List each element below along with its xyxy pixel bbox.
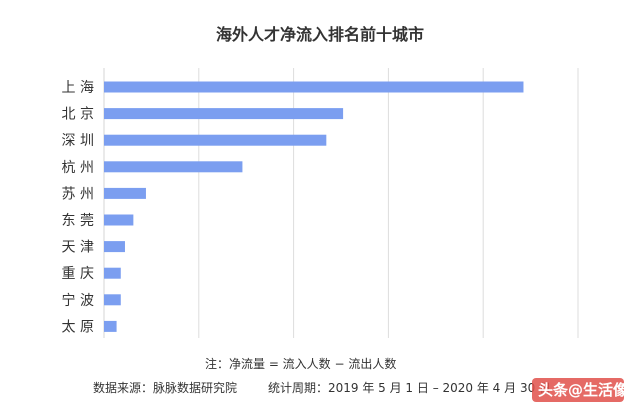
bar-6	[104, 241, 125, 253]
category-label-5: 东 莞	[62, 213, 94, 229]
category-label-8: 宁 波	[62, 292, 94, 309]
bars	[104, 81, 524, 332]
bar-5	[104, 214, 134, 226]
category-label-1: 北 京	[62, 107, 94, 123]
statistics-period: 统计周期：2019 年 5 月 1 日 – 2020 年 4 月 30 日	[268, 381, 551, 395]
category-label-2: 深 圳	[62, 133, 94, 149]
category-label-9: 太 原	[62, 319, 94, 335]
watermark-badge-icon	[532, 378, 624, 402]
category-label-6: 天 津	[62, 240, 94, 256]
bar-1	[104, 108, 344, 120]
category-labels: 上 海北 京深 圳杭 州苏 州东 莞天 津重 庆宁 波太 原	[62, 80, 94, 335]
bar-4	[104, 187, 146, 199]
bar-9	[104, 320, 117, 332]
bar-0	[104, 81, 524, 93]
data-source: 数据来源：脉脉数据研究院	[93, 380, 237, 395]
bar-2	[104, 134, 327, 146]
bar-3	[104, 161, 243, 173]
category-label-3: 杭 州	[62, 160, 94, 176]
bar-8	[104, 294, 121, 306]
watermark-prefix: 头条	[538, 381, 569, 399]
category-label-4: 苏 州	[62, 186, 94, 202]
watermark: 头条 @生活像影	[532, 378, 640, 402]
category-label-7: 重 庆	[62, 266, 94, 282]
bar-7	[104, 267, 121, 279]
watermark-handle: @生活像影	[568, 381, 640, 399]
chart-title: 海外人才净流入排名前十城市	[216, 25, 424, 44]
category-label-0: 上 海	[62, 80, 94, 96]
footnote: 注：净流量 = 流入人数 − 流出人数	[205, 356, 396, 371]
